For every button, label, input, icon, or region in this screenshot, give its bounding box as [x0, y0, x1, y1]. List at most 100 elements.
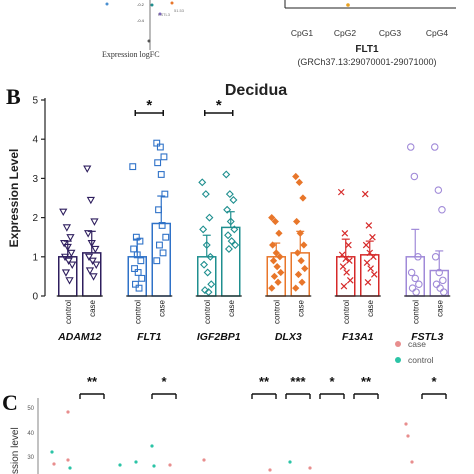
panel-a-point [170, 1, 174, 5]
data-point [276, 253, 284, 261]
panel-c-tick: 50 [27, 406, 34, 412]
data-point [154, 159, 162, 167]
data-point [364, 278, 372, 286]
y-tick-label: 0 [32, 292, 38, 303]
decidua-bar-chart: 0 1 2 3 4 5 control case ADAM12 control case FLT1 * c… [32, 96, 451, 343]
data-point [346, 277, 354, 284]
panel-c-point [268, 468, 272, 472]
x-group-label: case [88, 299, 97, 316]
panel-c-letter: C [2, 390, 18, 415]
y-tick-label: 2 [32, 213, 38, 224]
data-point [204, 288, 213, 297]
data-point [268, 284, 276, 292]
data-point [205, 213, 214, 222]
panel-c-point [406, 434, 410, 438]
data-point [85, 267, 95, 275]
data-point [296, 229, 304, 237]
panel-c-point [50, 450, 54, 454]
data-point [275, 229, 283, 237]
data-point [89, 273, 98, 281]
data-point [198, 178, 207, 187]
panel-a-tick-neg02: -0.2 [137, 2, 145, 7]
data-point [337, 188, 345, 196]
data-point [162, 233, 170, 241]
data-point [66, 234, 75, 242]
data-point [161, 190, 169, 198]
data-point [158, 222, 166, 229]
data-point [87, 239, 96, 248]
panel-c-significance: * [329, 374, 335, 389]
data-point [206, 252, 215, 261]
data-point [92, 261, 101, 269]
y-axis-label: Expression Level [7, 149, 21, 248]
data-point [277, 268, 285, 277]
cpg-label: CpG2 [334, 28, 356, 38]
x-group-label: case [227, 299, 236, 316]
panel-c-significance: ** [259, 374, 270, 389]
data-point [138, 274, 146, 282]
data-point [274, 278, 282, 286]
panel-c-point [152, 464, 156, 468]
panel-c-point [134, 460, 138, 464]
data-point [224, 231, 233, 240]
panel-c-point [288, 460, 292, 464]
x-group-label: control [203, 300, 212, 324]
panel-b-letter: B [6, 84, 21, 109]
gene-label-dlx3: DLX3 [275, 331, 302, 343]
chart-title: Decidua [225, 82, 287, 99]
panel-c-point [150, 444, 154, 448]
panel-a-coords: (GRCh37.13:29070001-29071000) [297, 57, 436, 67]
data-point [340, 282, 348, 290]
data-point [366, 249, 374, 257]
panel-c-point [66, 458, 70, 462]
data-point [230, 225, 239, 234]
panel-c-significance: * [161, 374, 167, 389]
data-point [346, 257, 353, 265]
data-point [63, 243, 72, 252]
panel-c-significance: ** [361, 374, 372, 389]
data-point [153, 257, 161, 265]
panel-a-point [147, 39, 151, 43]
data-point [272, 249, 280, 257]
data-point [132, 233, 140, 241]
cpg-label: CpG3 [379, 28, 401, 38]
gene-label-fstl3: FSTL3 [411, 331, 443, 343]
data-point [59, 208, 68, 217]
data-point [407, 268, 416, 277]
x-group-label: control [411, 300, 420, 324]
data-point [229, 195, 238, 204]
data-point [160, 153, 168, 161]
data-point [430, 143, 439, 151]
data-point [415, 280, 423, 288]
panel-c-significance: * [431, 374, 437, 389]
data-point [84, 230, 93, 238]
data-point [68, 261, 77, 269]
panel-c-ylabel: ssion level [10, 427, 21, 474]
data-point [224, 244, 233, 253]
cpg-marker [346, 3, 350, 7]
data-point [269, 241, 277, 249]
data-point [199, 225, 208, 234]
data-point [436, 284, 444, 292]
panel-a-point [158, 12, 162, 16]
data-point [133, 251, 141, 259]
data-point [343, 269, 350, 276]
data-point [439, 288, 448, 296]
data-point [438, 206, 446, 214]
bar-adam12-case [82, 252, 102, 297]
legend-control-label: control [408, 355, 434, 365]
data-point [200, 260, 209, 269]
legend-case-marker [395, 341, 401, 347]
data-point [86, 196, 95, 205]
panel-a-point-label: FSTL3 [158, 12, 171, 17]
data-point [362, 241, 370, 249]
data-point [159, 249, 167, 257]
data-point [298, 278, 306, 286]
data-point [294, 270, 303, 279]
data-point [431, 253, 440, 261]
data-point [412, 288, 420, 296]
panel-c-point [404, 422, 408, 426]
data-point [135, 284, 143, 292]
data-point [341, 229, 349, 237]
